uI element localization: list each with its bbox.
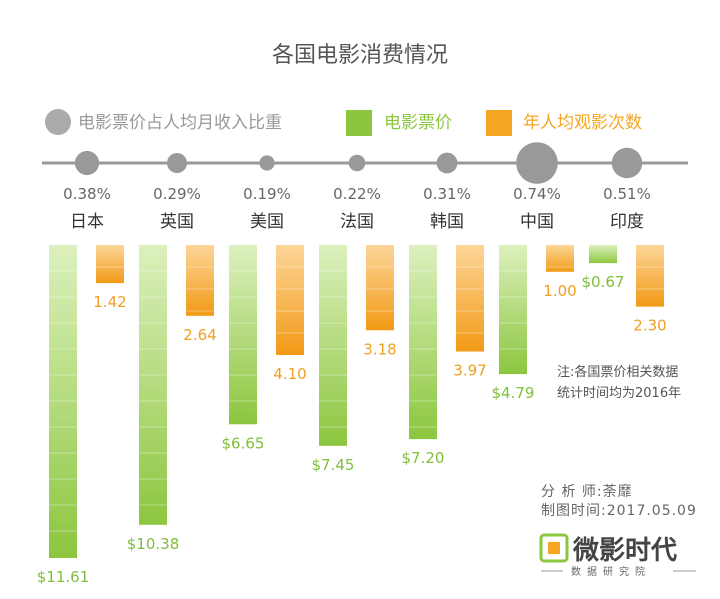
logo-main-text: 微影时代: [572, 535, 677, 566]
price-bar-1: [139, 245, 167, 525]
count-value-2: 4.10: [273, 365, 306, 383]
price-bar-0: [49, 245, 77, 558]
price-bar-2: [229, 245, 257, 425]
ratio-label-2: 0.19%: [243, 185, 291, 203]
ratio-label-5: 0.74%: [513, 185, 561, 203]
country-label-5: 中国: [520, 212, 554, 232]
price-value-1: $10.38: [127, 535, 180, 553]
count-bar-0: [96, 245, 124, 284]
logo-icon-inner: [548, 542, 560, 554]
count-bar-4: [456, 245, 484, 352]
chart-title: 各国电影消费情况: [272, 43, 448, 68]
legend-count-swatch: [486, 110, 512, 136]
price-value-2: $6.65: [222, 434, 265, 452]
ratio-dot-5: [516, 142, 558, 184]
date-credit: 制图时间:2017.05.09: [541, 503, 697, 519]
price-value-3: $7.45: [312, 456, 355, 474]
analyst-credit: 分 析 师:荼靡: [541, 483, 633, 500]
ratio-dot-3: [348, 154, 366, 172]
price-value-6: $0.67: [582, 273, 625, 291]
legend: 电影票价占人均月收入比重 电影票价 年人均观影次数: [45, 109, 642, 136]
country-label-3: 法国: [340, 212, 374, 232]
price-bar-3: [319, 245, 347, 446]
ratio-label-1: 0.29%: [153, 185, 201, 203]
count-bar-5: [546, 245, 574, 272]
count-value-5: 1.00: [543, 282, 576, 300]
country-label-1: 英国: [160, 212, 194, 232]
legend-price-swatch: [346, 110, 372, 136]
ratio-dot-0: [74, 150, 100, 176]
country-label-0: 日本: [70, 212, 104, 232]
count-bar-3: [366, 245, 394, 331]
count-bar-6: [636, 245, 664, 307]
count-value-3: 3.18: [363, 340, 396, 358]
note-line-2: 统计时间均为2016年: [557, 386, 681, 401]
brand-logo: 微影时代 数据研究院: [539, 533, 696, 578]
logo-icon: [539, 533, 569, 563]
count-value-6: 2.30: [633, 317, 666, 335]
ratio-dot-1: [167, 153, 187, 173]
count-value-4: 3.97: [453, 362, 486, 380]
price-bar-4: [409, 245, 437, 440]
legend-price-label: 电影票价: [384, 113, 452, 133]
price-bar-6: [589, 245, 617, 264]
price-value-5: $4.79: [492, 384, 535, 402]
count-bar-2: [276, 245, 304, 355]
legend-ratio-swatch: [45, 109, 71, 135]
legend-ratio-label: 电影票价占人均月收入比重: [78, 113, 282, 133]
logo-sub-text: 数据研究院: [571, 565, 651, 578]
ratio-dot-2: [259, 155, 275, 171]
legend-count-label: 年人均观影次数: [523, 113, 642, 133]
count-value-1: 2.64: [183, 326, 216, 344]
note-line-1: 注:各国票价相关数据: [557, 364, 678, 380]
price-value-0: $11.61: [37, 568, 90, 586]
price-bar-5: [499, 245, 527, 375]
ratio-dot-6: [611, 147, 643, 179]
count-bar-1: [186, 245, 214, 316]
ratio-label-4: 0.31%: [423, 185, 471, 203]
ratio-dot-4: [436, 152, 458, 174]
count-value-0: 1.42: [93, 293, 126, 311]
country-label-4: 韩国: [430, 212, 464, 232]
ratio-label-6: 0.51%: [603, 185, 651, 203]
ratio-label-3: 0.22%: [333, 185, 381, 203]
ratio-label-0: 0.38%: [63, 185, 111, 203]
price-value-4: $7.20: [402, 449, 445, 467]
country-label-2: 美国: [250, 212, 284, 232]
country-label-6: 印度: [610, 212, 644, 232]
